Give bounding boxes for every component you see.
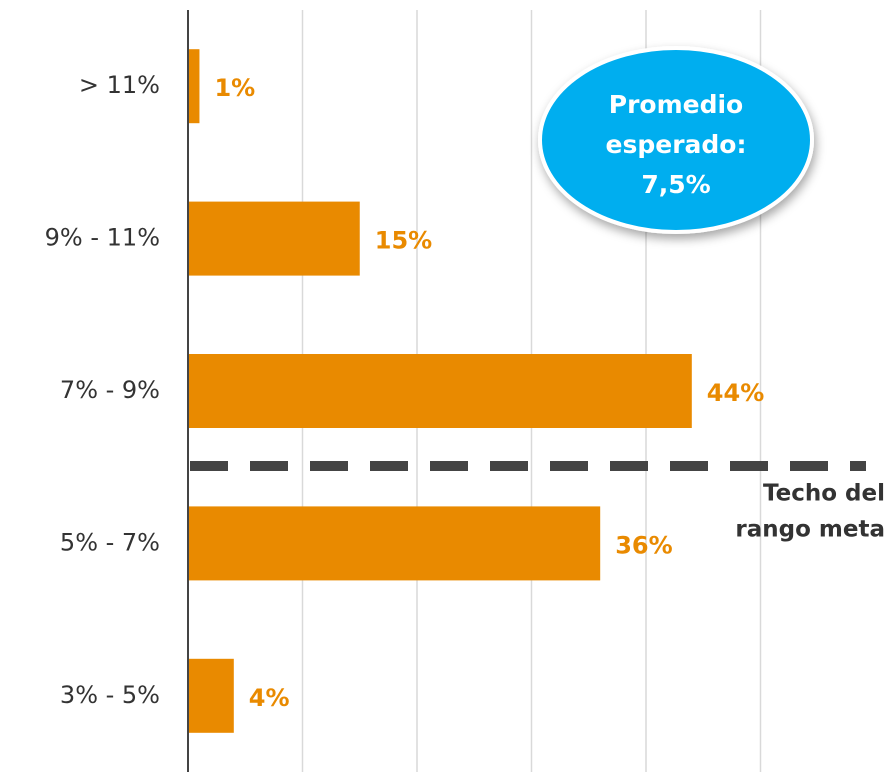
bubble [538, 46, 814, 234]
value-label: 4% [249, 684, 290, 712]
bar [188, 658, 234, 733]
category-label: 3% - 5% [60, 681, 160, 709]
category-label: > 11% [79, 71, 160, 99]
value-label: 36% [615, 531, 672, 559]
category-label: 7% - 9% [60, 376, 160, 404]
bubble-text: esperado: [606, 130, 747, 159]
reference-label: rango meta [735, 517, 885, 543]
value-label: 15% [375, 227, 432, 255]
value-label: 1% [214, 74, 255, 102]
bar [188, 49, 200, 124]
bar [188, 506, 601, 581]
bar [188, 201, 360, 276]
bubble-text: 7,5% [641, 170, 710, 199]
value-label: 44% [707, 379, 764, 407]
bubble-text: Promedio [609, 90, 743, 119]
bars [188, 49, 692, 733]
category-label: 5% - 7% [60, 528, 160, 556]
reference-label: Techo del [763, 481, 885, 507]
category-label: 9% - 11% [45, 224, 160, 252]
bar [188, 354, 692, 428]
